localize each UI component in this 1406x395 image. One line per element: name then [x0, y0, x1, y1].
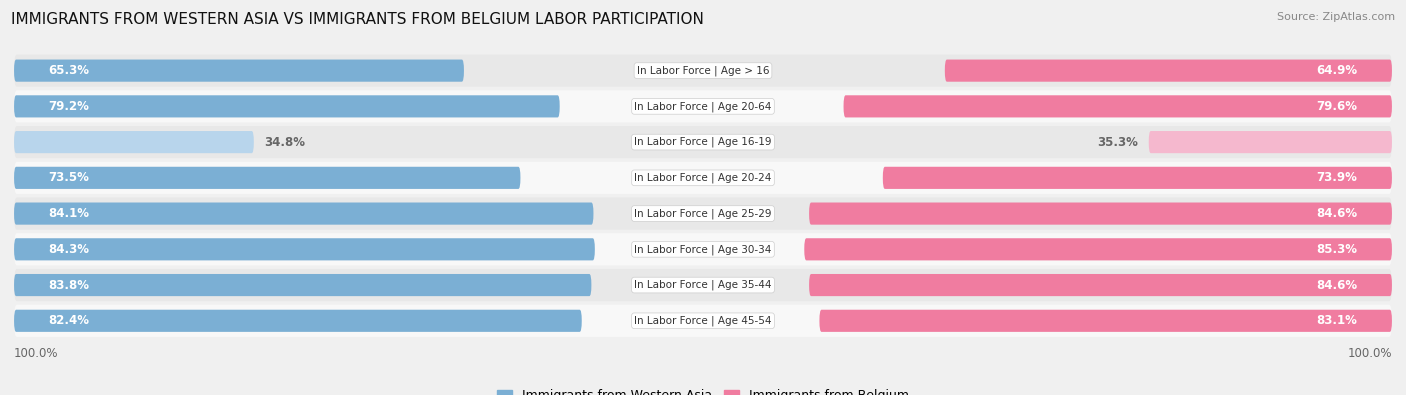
FancyBboxPatch shape [14, 162, 1392, 194]
FancyBboxPatch shape [14, 233, 1392, 265]
FancyBboxPatch shape [945, 60, 1392, 82]
Text: 73.5%: 73.5% [48, 171, 90, 184]
Text: In Labor Force | Age 20-64: In Labor Force | Age 20-64 [634, 101, 772, 112]
FancyBboxPatch shape [14, 95, 560, 117]
Text: 79.2%: 79.2% [48, 100, 90, 113]
Legend: Immigrants from Western Asia, Immigrants from Belgium: Immigrants from Western Asia, Immigrants… [492, 384, 914, 395]
FancyBboxPatch shape [14, 167, 520, 189]
Text: 65.3%: 65.3% [48, 64, 90, 77]
Text: In Labor Force | Age 45-54: In Labor Force | Age 45-54 [634, 316, 772, 326]
FancyBboxPatch shape [14, 238, 595, 260]
Text: 83.8%: 83.8% [48, 278, 90, 292]
Text: In Labor Force | Age 16-19: In Labor Force | Age 16-19 [634, 137, 772, 147]
FancyBboxPatch shape [808, 203, 1392, 225]
FancyBboxPatch shape [14, 90, 1392, 122]
Text: In Labor Force | Age 35-44: In Labor Force | Age 35-44 [634, 280, 772, 290]
Text: 64.9%: 64.9% [1316, 64, 1358, 77]
Text: 100.0%: 100.0% [14, 346, 59, 359]
FancyBboxPatch shape [14, 198, 1392, 229]
FancyBboxPatch shape [14, 126, 1392, 158]
Text: 83.1%: 83.1% [1316, 314, 1358, 327]
FancyBboxPatch shape [14, 269, 1392, 301]
Text: 100.0%: 100.0% [1347, 346, 1392, 359]
FancyBboxPatch shape [1149, 131, 1392, 153]
Text: 84.6%: 84.6% [1316, 207, 1358, 220]
Text: 35.3%: 35.3% [1098, 135, 1139, 149]
Text: 85.3%: 85.3% [1316, 243, 1358, 256]
FancyBboxPatch shape [883, 167, 1392, 189]
Text: 84.1%: 84.1% [48, 207, 90, 220]
FancyBboxPatch shape [14, 310, 582, 332]
Text: IMMIGRANTS FROM WESTERN ASIA VS IMMIGRANTS FROM BELGIUM LABOR PARTICIPATION: IMMIGRANTS FROM WESTERN ASIA VS IMMIGRAN… [11, 12, 704, 27]
Text: 82.4%: 82.4% [48, 314, 90, 327]
FancyBboxPatch shape [820, 310, 1392, 332]
Text: In Labor Force | Age 25-29: In Labor Force | Age 25-29 [634, 208, 772, 219]
FancyBboxPatch shape [808, 274, 1392, 296]
FancyBboxPatch shape [804, 238, 1392, 260]
FancyBboxPatch shape [14, 131, 254, 153]
FancyBboxPatch shape [14, 55, 1392, 87]
Text: 79.6%: 79.6% [1316, 100, 1358, 113]
FancyBboxPatch shape [14, 274, 592, 296]
Text: 34.8%: 34.8% [264, 135, 305, 149]
FancyBboxPatch shape [14, 305, 1392, 337]
FancyBboxPatch shape [14, 60, 464, 82]
Text: In Labor Force | Age > 16: In Labor Force | Age > 16 [637, 66, 769, 76]
Text: 84.3%: 84.3% [48, 243, 90, 256]
Text: In Labor Force | Age 30-34: In Labor Force | Age 30-34 [634, 244, 772, 254]
FancyBboxPatch shape [844, 95, 1392, 117]
Text: Source: ZipAtlas.com: Source: ZipAtlas.com [1277, 12, 1395, 22]
FancyBboxPatch shape [14, 203, 593, 225]
Text: 73.9%: 73.9% [1316, 171, 1358, 184]
Text: In Labor Force | Age 20-24: In Labor Force | Age 20-24 [634, 173, 772, 183]
Text: 84.6%: 84.6% [1316, 278, 1358, 292]
